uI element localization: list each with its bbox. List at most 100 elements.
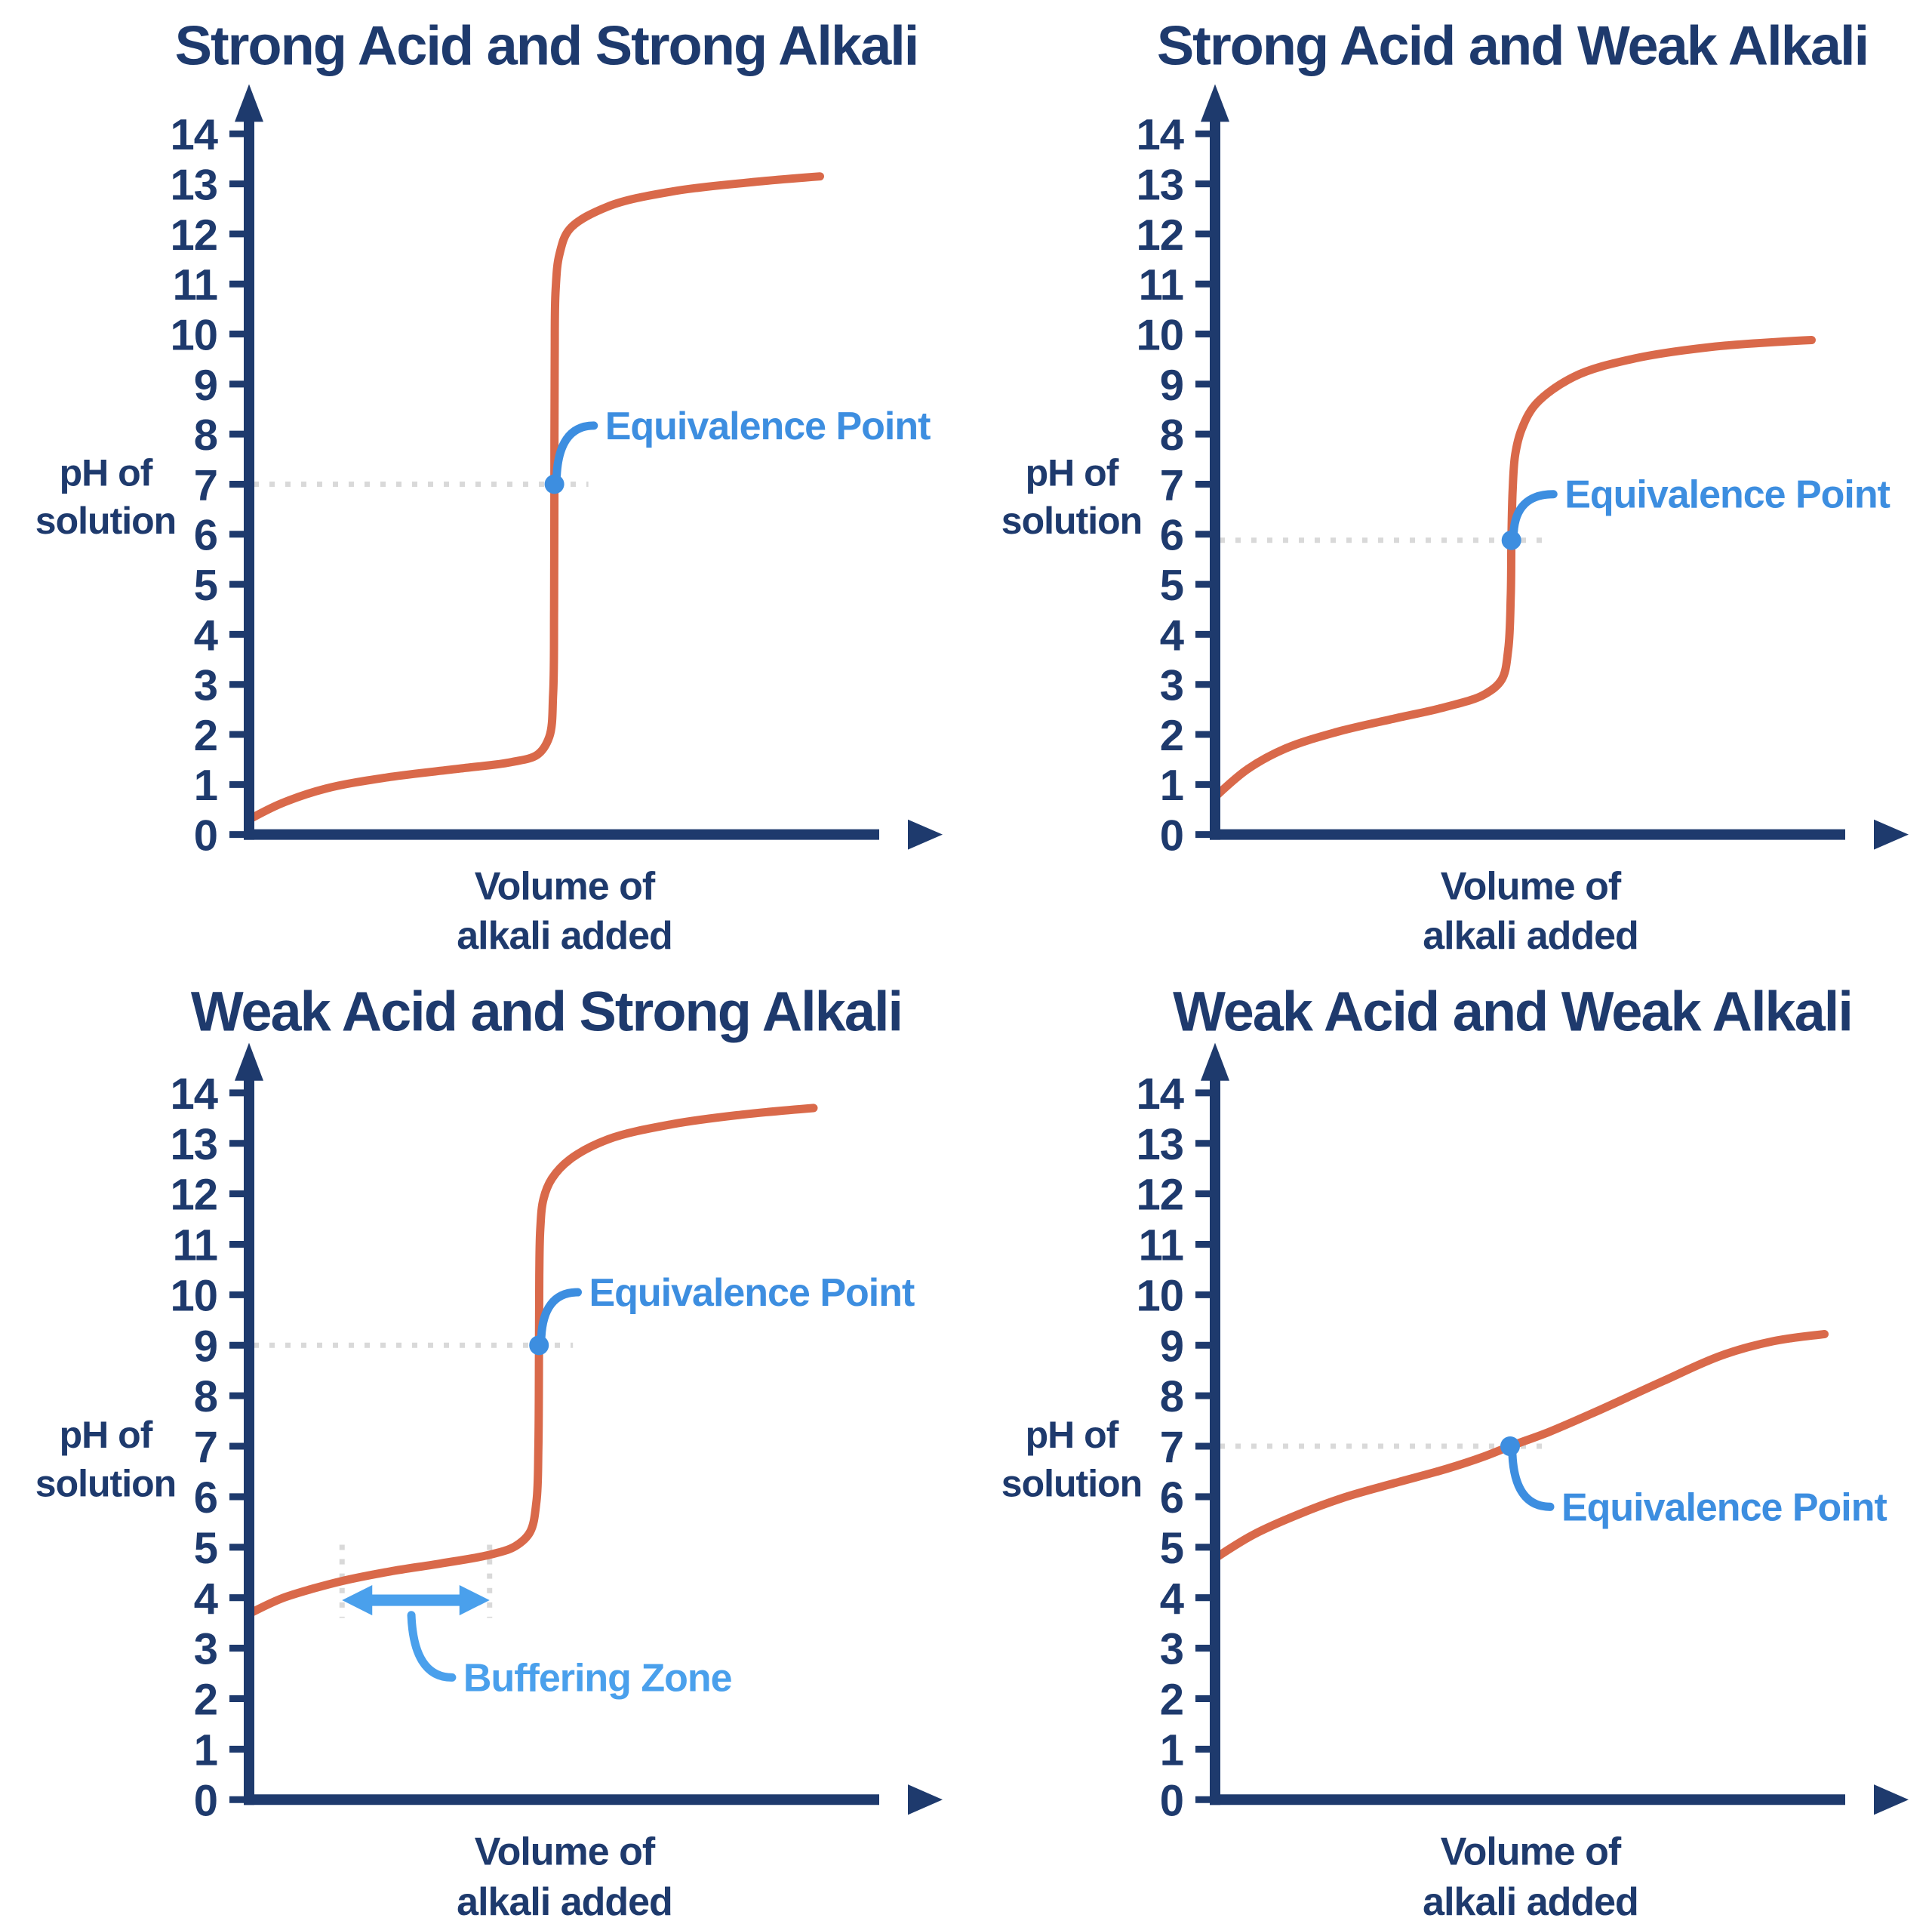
y-axis-label-line2: solution — [35, 500, 176, 542]
y-axis-label-line2: solution — [1001, 1462, 1142, 1504]
buffering-zone-label: Buffering Zone — [463, 1656, 732, 1700]
equivalence-point-leader-line — [1509, 490, 1558, 537]
x-axis-label-line2: alkali added — [1423, 1880, 1638, 1924]
y-axis-label-line1: pH of — [1026, 1414, 1119, 1456]
y-tick-label: 0 — [1160, 812, 1183, 860]
equivalence-point-dot — [529, 1335, 549, 1356]
chart-title: Weak Acid and Weak Alkali — [1173, 980, 1852, 1042]
y-tick-label: 9 — [1160, 1322, 1183, 1371]
equivalence-point-label: Equivalence Point — [1561, 1485, 1887, 1529]
y-tick-label: 2 — [1160, 1675, 1183, 1724]
y-tick-label: 2 — [1160, 712, 1183, 760]
x-axis-label-line2: alkali added — [457, 1880, 672, 1924]
x-axis-label-line1: Volume of — [475, 1830, 656, 1874]
equivalence-point-label: Equivalence Point — [605, 404, 931, 448]
y-tick-label: 11 — [1139, 1221, 1183, 1270]
chart-title: Strong Acid and Weak Alkali — [1157, 14, 1868, 77]
y-tick-label: 12 — [170, 211, 217, 260]
y-tick-label: 9 — [194, 1322, 217, 1371]
equivalence-point-leader-line — [552, 421, 598, 480]
y-tick-label: 5 — [1160, 1524, 1183, 1573]
y-tick-label: 8 — [1160, 411, 1183, 460]
y-tick-label: 1 — [194, 762, 217, 810]
titration-curve — [1211, 336, 1816, 802]
x-axis-label-line2: alkali added — [1423, 913, 1638, 957]
y-tick-label: 7 — [1160, 461, 1183, 509]
y-tick-label: 7 — [1160, 1423, 1183, 1472]
y-tick-label: 8 — [1160, 1372, 1183, 1421]
y-axis-arrowhead-icon — [235, 84, 263, 122]
panel-weak-acid-strong-alkali: Weak Acid and Strong Alkali pH of soluti… — [0, 958, 966, 1924]
y-tick-label: 13 — [170, 1120, 217, 1169]
y-tick-label: 1 — [1160, 762, 1183, 810]
y-tick-label: 0 — [194, 1776, 217, 1825]
y-tick-label: 14 — [170, 111, 217, 159]
x-axis-arrowhead-icon — [1874, 819, 1909, 850]
y-tick-label: 0 — [194, 812, 217, 860]
y-tick-label: 9 — [194, 362, 217, 410]
chart-weak-acid-strong-alkali: Weak Acid and Strong Alkali pH of soluti… — [35, 980, 943, 1924]
x-axis-label-line1: Volume of — [1441, 863, 1622, 907]
buffering-zone-arrowhead-left-icon — [342, 1584, 373, 1616]
y-tick-label: 13 — [1136, 162, 1183, 210]
y-tick-label: 0 — [1160, 1776, 1183, 1825]
y-tick-label: 6 — [194, 512, 217, 560]
equivalence-point-dot — [544, 474, 565, 494]
titration-curve — [245, 172, 824, 824]
y-tick-label: 5 — [194, 562, 217, 610]
equivalence-point-label: Equivalence Point — [1564, 473, 1890, 516]
y-tick-label: 7 — [194, 1423, 217, 1472]
y-tick-label: 8 — [194, 411, 217, 460]
y-tick-label: 10 — [1136, 312, 1183, 360]
y-tick-label: 10 — [170, 1271, 217, 1320]
y-axis-label-line2: solution — [1001, 500, 1142, 542]
panel-strong-acid-weak-alkali: Strong Acid and Weak Alkali pH of soluti… — [966, 0, 1932, 958]
y-tick-label: 10 — [170, 312, 217, 360]
y-tick-label: 11 — [1139, 261, 1183, 309]
x-axis-label-line1: Volume of — [475, 863, 656, 907]
y-tick-label: 7 — [194, 461, 217, 509]
y-tick-label: 5 — [1160, 562, 1183, 610]
y-tick-label: 9 — [1160, 362, 1183, 410]
chart-strong-acid-weak-alkali: Strong Acid and Weak Alkali pH of soluti… — [1001, 14, 1909, 957]
y-tick-label: 6 — [1160, 1473, 1183, 1522]
y-tick-label: 6 — [1160, 512, 1183, 560]
y-tick-label: 4 — [1160, 611, 1184, 660]
x-axis-arrowhead-icon — [1874, 1784, 1909, 1815]
y-tick-label: 11 — [173, 261, 217, 309]
y-tick-label: 2 — [194, 1675, 217, 1724]
buffering-zone-arrowhead-right-icon — [459, 1584, 490, 1616]
panel-weak-acid-weak-alkali: Weak Acid and Weak Alkali pH of solution… — [966, 958, 1932, 1924]
equivalence-point-dot — [1500, 1436, 1520, 1457]
y-axis-arrowhead-icon — [235, 1042, 263, 1081]
chart-strong-acid-strong-alkali: Strong Acid and Strong Alkali pH of solu… — [35, 14, 943, 957]
y-axis-arrowhead-icon — [1201, 1042, 1229, 1081]
equivalence-point-dot — [1501, 530, 1521, 550]
y-tick-label: 4 — [194, 611, 218, 660]
panel-strong-acid-strong-alkali: Strong Acid and Strong Alkali pH of solu… — [0, 0, 966, 958]
buffering-zone-leader-line — [407, 1611, 457, 1682]
equivalence-point-leader-line — [1508, 1450, 1555, 1511]
x-axis-arrowhead-icon — [908, 819, 943, 850]
equivalence-point-label: Equivalence Point — [589, 1271, 915, 1315]
y-axis-label-line1: pH of — [60, 1414, 153, 1456]
y-axis-label-line2: solution — [35, 1462, 176, 1504]
x-axis-label-line2: alkali added — [457, 913, 672, 957]
y-tick-label: 13 — [170, 162, 217, 210]
y-tick-label: 2 — [194, 712, 217, 760]
titration-curve — [245, 1104, 818, 1618]
chart-title: Weak Acid and Strong Alkali — [191, 980, 902, 1042]
y-tick-label: 14 — [1136, 111, 1183, 159]
chart-weak-acid-weak-alkali: Weak Acid and Weak Alkali pH of solution… — [1001, 980, 1909, 1924]
y-tick-label: 14 — [1136, 1070, 1184, 1119]
plot-area: Buffering Zone01234567891011121314Equiva… — [170, 1042, 943, 1825]
chart-title: Strong Acid and Strong Alkali — [175, 14, 918, 77]
y-tick-label: 12 — [170, 1171, 217, 1220]
y-tick-label: 8 — [194, 1372, 217, 1421]
y-tick-label: 4 — [194, 1575, 219, 1624]
y-tick-label: 10 — [1136, 1271, 1183, 1320]
